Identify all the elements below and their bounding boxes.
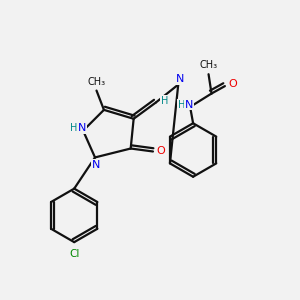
Text: CH₃: CH₃ xyxy=(200,60,217,70)
Text: N: N xyxy=(185,100,194,110)
Text: N: N xyxy=(176,74,184,84)
Text: O: O xyxy=(156,146,165,157)
Text: H: H xyxy=(160,96,168,106)
Text: CH₃: CH₃ xyxy=(87,76,106,87)
Text: N: N xyxy=(77,123,86,133)
Text: O: O xyxy=(228,79,237,89)
Text: H: H xyxy=(70,123,77,133)
Text: Cl: Cl xyxy=(69,249,80,259)
Text: H: H xyxy=(178,100,185,110)
Text: N: N xyxy=(92,160,100,170)
